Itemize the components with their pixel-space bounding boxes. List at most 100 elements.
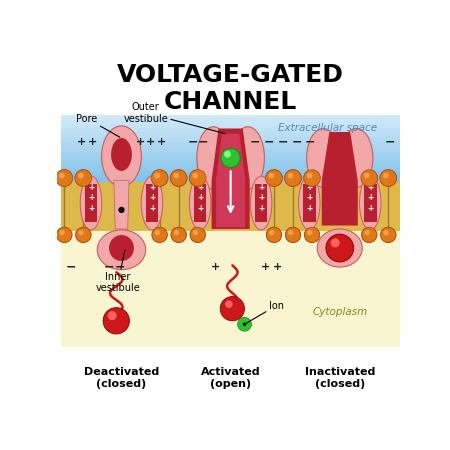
Circle shape <box>190 227 205 243</box>
Text: +: + <box>367 194 374 202</box>
Circle shape <box>285 170 302 186</box>
Text: −: − <box>250 136 260 149</box>
Polygon shape <box>85 184 97 222</box>
Polygon shape <box>303 184 315 222</box>
Polygon shape <box>61 120 400 122</box>
Text: +: + <box>149 204 155 213</box>
Text: +: + <box>258 183 264 192</box>
Text: +: + <box>261 262 270 272</box>
Ellipse shape <box>340 129 373 187</box>
Circle shape <box>171 170 187 186</box>
Circle shape <box>331 238 340 248</box>
Polygon shape <box>61 142 400 144</box>
Circle shape <box>269 173 274 179</box>
Polygon shape <box>61 152 400 153</box>
Ellipse shape <box>231 127 265 189</box>
Circle shape <box>266 170 282 186</box>
Polygon shape <box>322 132 358 225</box>
Ellipse shape <box>250 176 272 230</box>
Circle shape <box>56 170 72 186</box>
Text: −: − <box>291 136 302 149</box>
Ellipse shape <box>360 176 381 230</box>
Circle shape <box>193 230 198 235</box>
Circle shape <box>174 230 179 235</box>
Ellipse shape <box>97 230 146 270</box>
Text: −: − <box>385 136 395 149</box>
Text: Activated
(open): Activated (open) <box>201 367 261 389</box>
Polygon shape <box>255 184 267 222</box>
Circle shape <box>171 227 186 243</box>
Text: −: − <box>66 261 76 274</box>
Circle shape <box>243 323 246 326</box>
Circle shape <box>152 227 167 243</box>
Polygon shape <box>194 184 207 222</box>
Polygon shape <box>216 134 245 227</box>
Circle shape <box>173 173 179 179</box>
Polygon shape <box>61 122 400 123</box>
Polygon shape <box>212 129 250 229</box>
Polygon shape <box>61 145 400 147</box>
Polygon shape <box>61 157 400 158</box>
Circle shape <box>59 173 65 179</box>
Circle shape <box>152 227 167 243</box>
Circle shape <box>155 230 160 235</box>
Ellipse shape <box>109 235 134 261</box>
Circle shape <box>189 170 206 186</box>
Polygon shape <box>61 176 400 177</box>
Text: +: + <box>367 183 374 192</box>
Circle shape <box>192 173 198 179</box>
Circle shape <box>269 230 274 235</box>
Text: +: + <box>197 183 203 192</box>
Polygon shape <box>61 128 400 130</box>
Polygon shape <box>61 231 400 347</box>
Text: +: + <box>258 194 264 202</box>
Circle shape <box>221 148 240 168</box>
Circle shape <box>266 227 282 243</box>
Ellipse shape <box>197 127 230 189</box>
Text: −: − <box>104 261 115 274</box>
Circle shape <box>269 230 274 235</box>
Text: +: + <box>197 204 203 213</box>
Polygon shape <box>364 184 377 222</box>
Circle shape <box>326 234 354 262</box>
Ellipse shape <box>102 126 141 187</box>
Text: +: + <box>77 137 86 147</box>
Circle shape <box>380 170 396 186</box>
Text: +: + <box>273 262 282 272</box>
Circle shape <box>173 173 179 179</box>
Circle shape <box>364 173 369 179</box>
Circle shape <box>75 170 92 186</box>
Circle shape <box>75 170 92 186</box>
Polygon shape <box>61 169 400 171</box>
Text: +: + <box>197 194 203 202</box>
Text: −: − <box>264 136 274 149</box>
Text: +: + <box>157 137 166 147</box>
Ellipse shape <box>141 176 163 230</box>
Circle shape <box>288 230 293 235</box>
Text: Extracellular space: Extracellular space <box>278 123 377 134</box>
Polygon shape <box>61 172 400 174</box>
Text: Ion: Ion <box>244 301 284 324</box>
Circle shape <box>288 230 293 235</box>
Polygon shape <box>61 130 400 131</box>
Circle shape <box>304 170 320 186</box>
Polygon shape <box>61 160 400 162</box>
Text: Pore: Pore <box>76 113 120 137</box>
Circle shape <box>238 317 252 331</box>
Polygon shape <box>61 165 400 167</box>
Circle shape <box>56 170 72 186</box>
Circle shape <box>304 170 320 186</box>
Polygon shape <box>61 158 400 160</box>
Polygon shape <box>61 162 400 164</box>
Circle shape <box>154 173 160 179</box>
Circle shape <box>305 227 320 243</box>
Circle shape <box>381 227 396 243</box>
Ellipse shape <box>307 129 340 187</box>
Polygon shape <box>61 179 400 180</box>
Text: −: − <box>277 136 288 149</box>
Circle shape <box>76 227 91 243</box>
Polygon shape <box>61 147 400 149</box>
Circle shape <box>171 227 186 243</box>
Polygon shape <box>61 153 400 155</box>
Circle shape <box>383 173 389 179</box>
